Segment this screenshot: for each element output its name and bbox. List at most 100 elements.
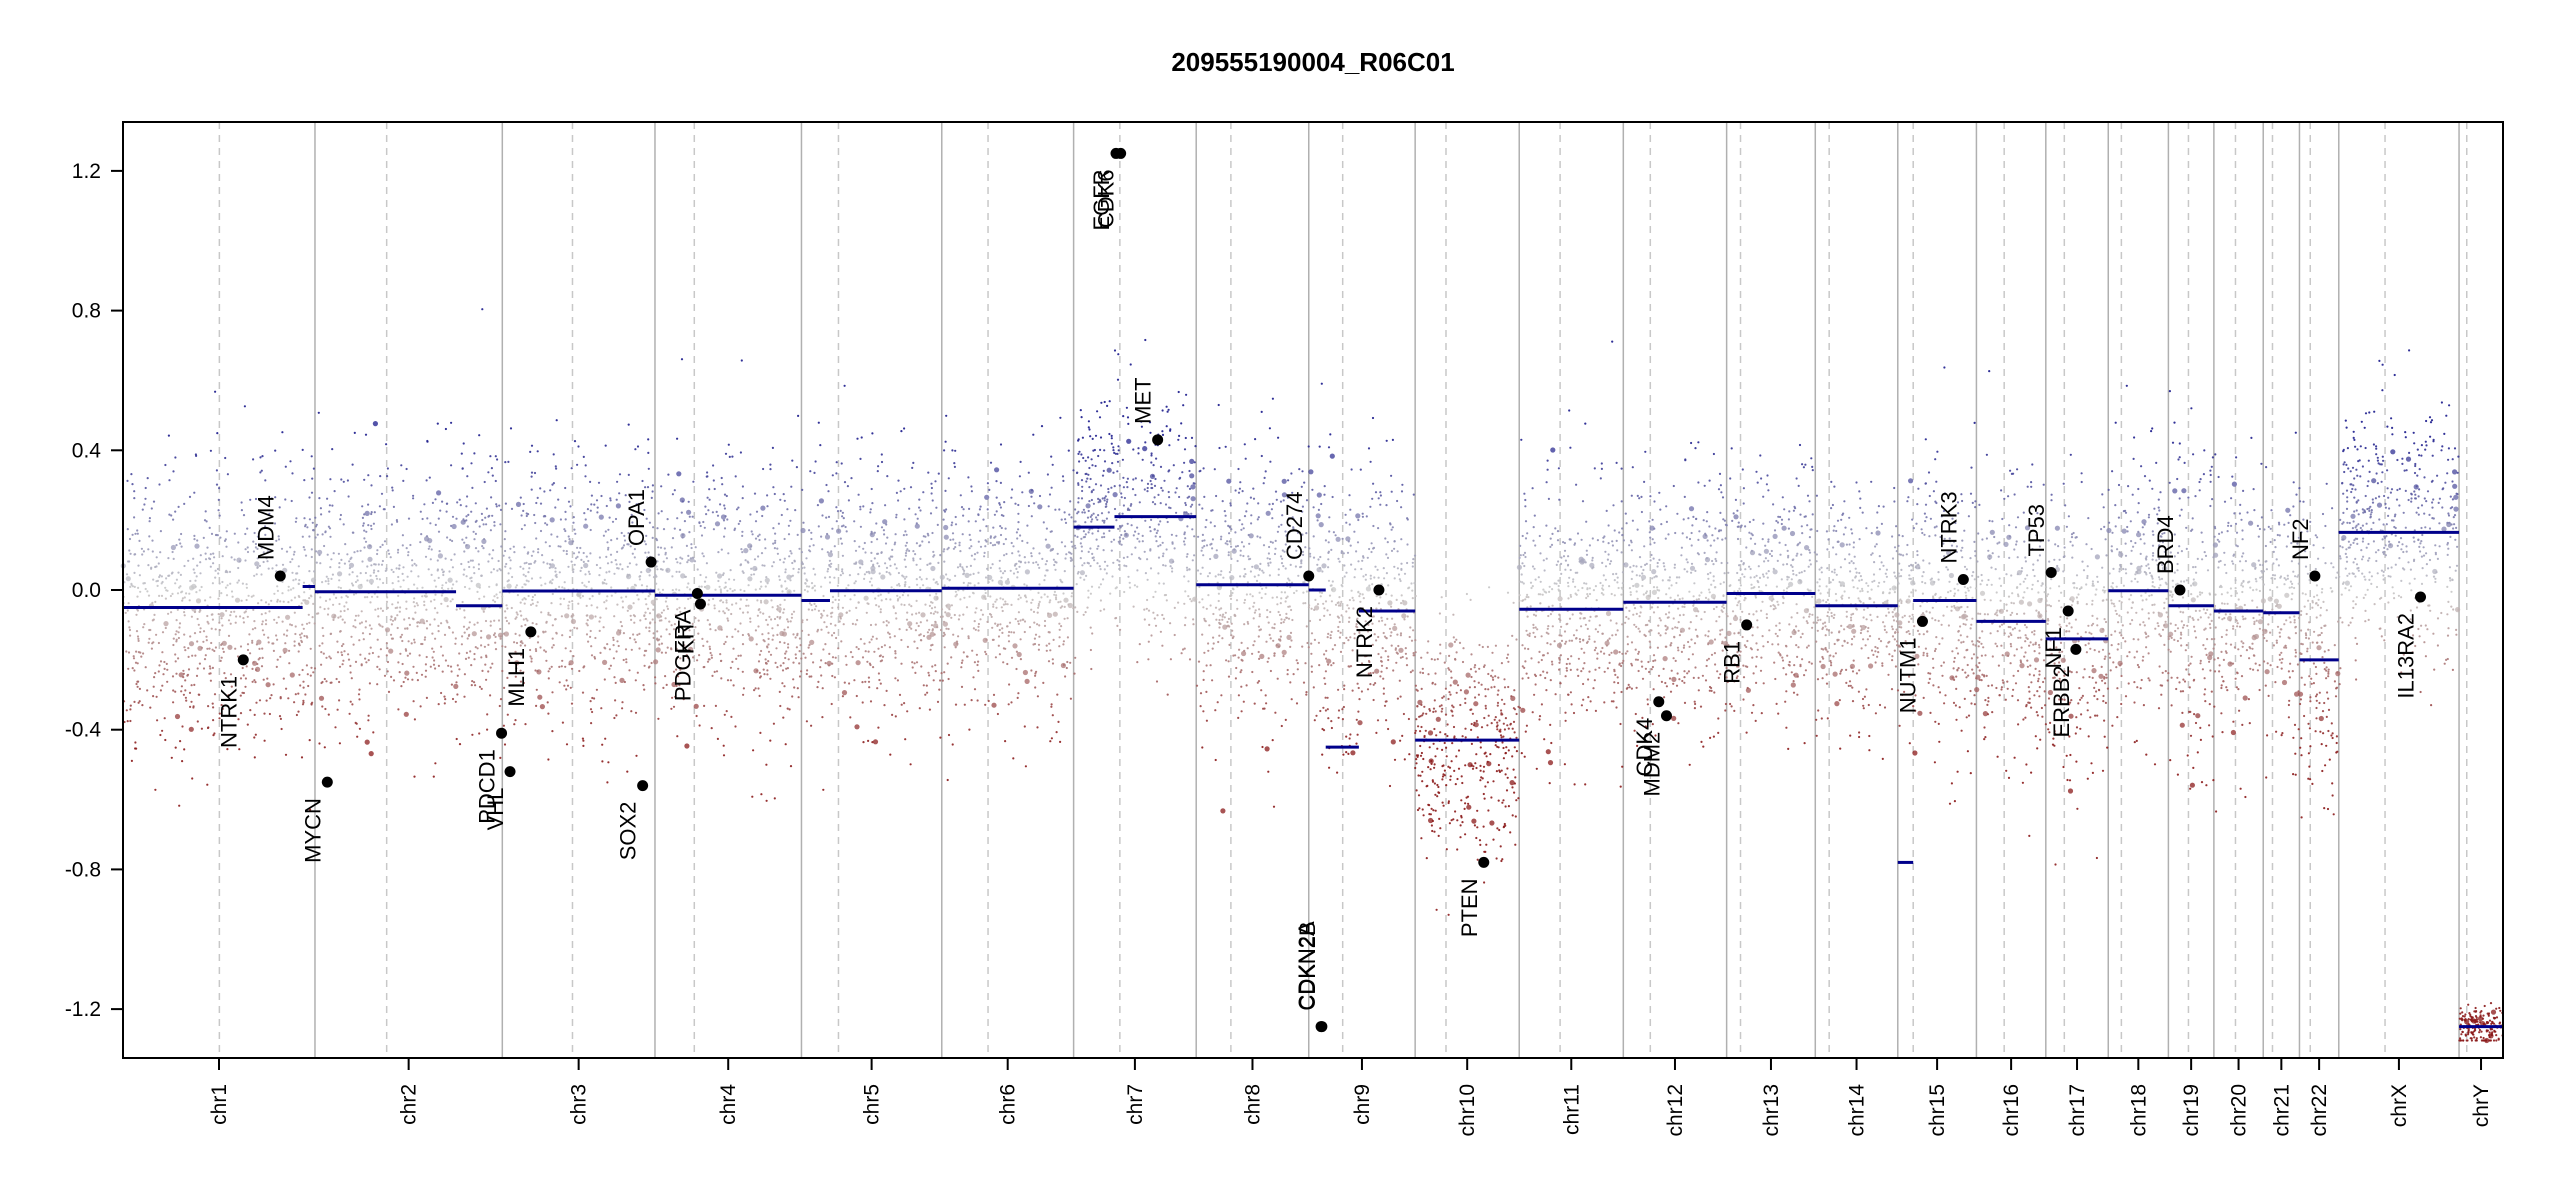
probe-point	[477, 550, 480, 553]
probe-point	[684, 618, 687, 621]
probe-point	[218, 628, 221, 632]
probe-point	[1052, 611, 1058, 617]
probe-point	[1224, 445, 1227, 448]
probe-point	[687, 500, 690, 503]
probe-point	[798, 547, 801, 550]
probe-point	[1280, 724, 1283, 728]
probe-point	[1294, 565, 1297, 568]
probe-point	[176, 608, 179, 611]
probe-point	[870, 577, 873, 580]
probe-point	[570, 702, 574, 705]
probe-point	[755, 510, 759, 513]
probe-point	[1132, 478, 1135, 481]
probe-point	[933, 606, 937, 609]
probe-point	[1253, 611, 1256, 614]
probe-point	[882, 519, 888, 525]
probe-point	[876, 470, 879, 473]
probe-point	[1049, 649, 1052, 652]
probe-point	[1243, 601, 1246, 604]
probe-point	[216, 432, 219, 435]
probe-point	[535, 501, 538, 505]
probe-point	[1130, 524, 1133, 527]
probe-point	[289, 672, 295, 678]
probe-point	[127, 651, 131, 654]
probe-point	[196, 617, 199, 621]
probe-point	[1129, 504, 1132, 507]
probe-point	[133, 669, 136, 672]
probe-point	[1134, 477, 1137, 480]
probe-point	[510, 507, 514, 510]
probe-point	[767, 660, 770, 663]
probe-point	[254, 497, 258, 501]
probe-point	[377, 570, 380, 573]
probe-point	[1217, 573, 1220, 576]
probe-point	[1159, 520, 1162, 523]
probe-point	[765, 618, 768, 622]
probe-point	[635, 503, 638, 506]
probe-point	[931, 665, 934, 668]
probe-point	[431, 656, 434, 659]
probe-point	[828, 559, 832, 562]
probe-point	[790, 575, 793, 578]
probe-point	[396, 601, 400, 604]
probe-point	[932, 555, 935, 558]
probe-point	[963, 596, 966, 599]
probe-point	[779, 558, 782, 561]
probe-point	[701, 637, 704, 641]
probe-point	[997, 644, 1000, 647]
probe-point	[1128, 586, 1132, 589]
probe-point	[889, 636, 892, 639]
probe-point	[346, 608, 349, 611]
probe-point	[326, 613, 330, 616]
probe-point	[1007, 634, 1010, 637]
probe-point	[984, 494, 990, 500]
probe-point	[1090, 498, 1093, 502]
probe-point	[944, 611, 947, 614]
probe-point	[712, 597, 715, 601]
probe-point	[339, 610, 342, 613]
probe-point	[1123, 496, 1126, 500]
probe-point	[1290, 639, 1293, 642]
probe-point	[298, 579, 301, 582]
probe-point	[1101, 497, 1104, 500]
probe-point	[750, 567, 753, 570]
probe-point	[1198, 585, 1201, 589]
probe-point	[767, 637, 770, 641]
probe-point	[171, 675, 175, 678]
probe-point	[612, 657, 616, 660]
probe-point	[199, 572, 202, 575]
probe-point	[206, 783, 209, 786]
probe-point	[1240, 541, 1244, 544]
probe-point	[761, 514, 764, 518]
probe-point	[204, 654, 207, 657]
probe-point	[959, 565, 962, 568]
probe-point	[834, 598, 837, 602]
probe-point	[1040, 596, 1043, 599]
probe-point	[487, 471, 490, 474]
probe-point	[382, 508, 385, 511]
probe-point	[862, 741, 865, 744]
probe-point	[264, 479, 267, 482]
probe-point	[1167, 408, 1170, 411]
probe-point	[397, 575, 400, 579]
probe-point	[439, 509, 442, 512]
probe-point	[1327, 566, 1330, 569]
probe-point	[757, 660, 761, 663]
probe-point	[830, 615, 833, 618]
probe-point	[136, 685, 139, 688]
probe-point	[223, 672, 226, 675]
probe-point	[727, 608, 730, 612]
probe-point	[535, 537, 538, 540]
probe-point	[877, 672, 881, 675]
probe-point	[797, 414, 800, 417]
probe-point	[915, 622, 918, 625]
probe-point	[795, 646, 799, 649]
probe-point	[772, 527, 775, 530]
probe-point	[141, 553, 144, 556]
probe-point	[931, 499, 934, 502]
probe-point	[276, 638, 279, 641]
probe-point	[766, 494, 769, 497]
probe-point	[494, 641, 497, 644]
probe-point	[1010, 496, 1013, 499]
probe-point	[991, 702, 997, 708]
